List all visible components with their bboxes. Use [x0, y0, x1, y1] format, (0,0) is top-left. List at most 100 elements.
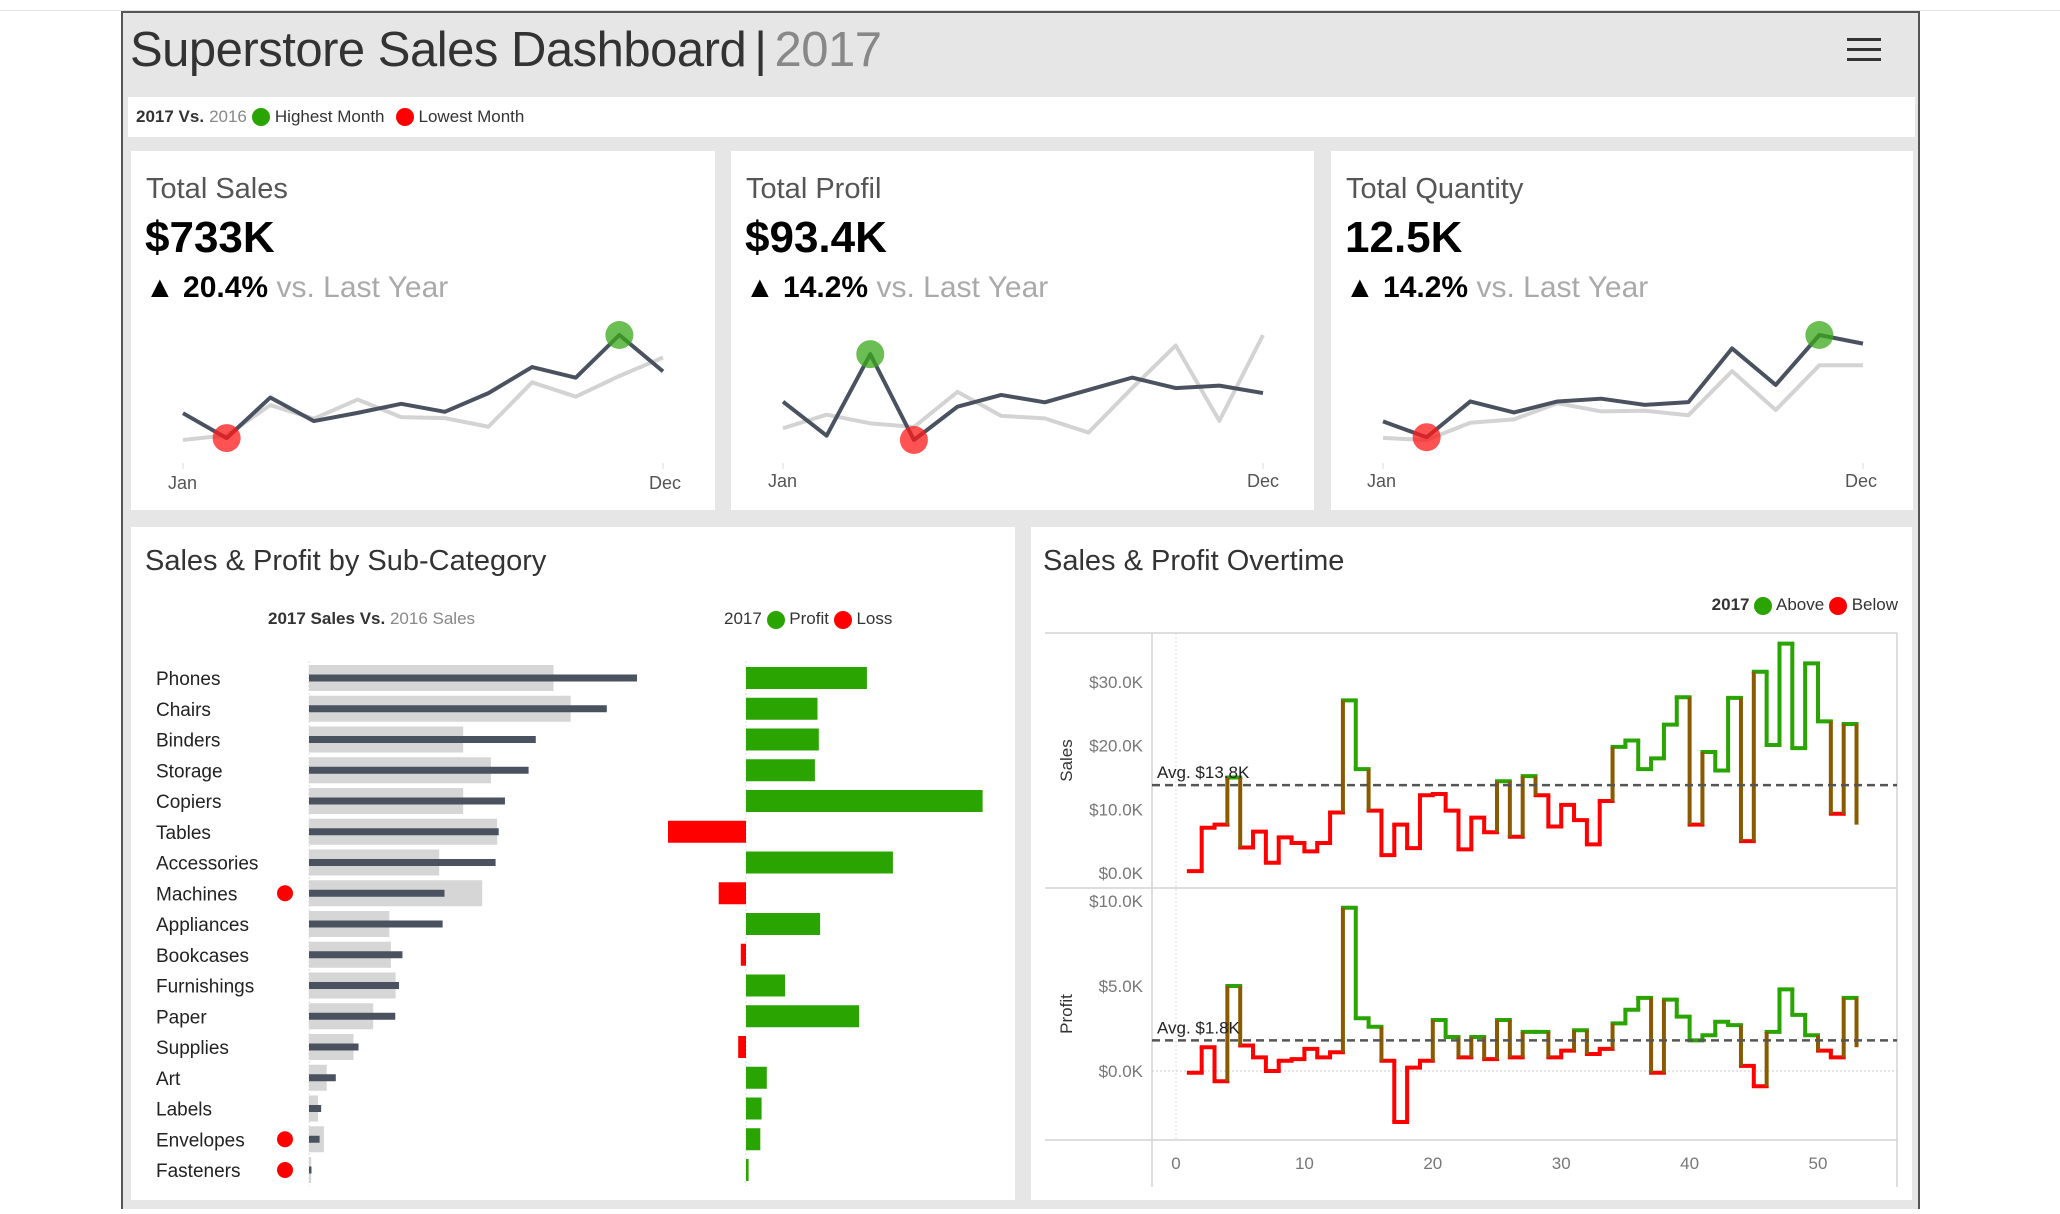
profit-bar — [746, 728, 819, 751]
hamburger-menu-icon[interactable] — [1847, 38, 1881, 62]
kpi-card-sales: Total Sales $733K ▲ 20.4% vs. Last Year … — [131, 151, 715, 510]
subcategory-label: Machines — [156, 884, 237, 905]
y-tick-label: $20.0K — [1089, 737, 1144, 756]
y-tick-label: $5.0K — [1099, 977, 1144, 996]
decline-dot-icon — [277, 1131, 293, 1148]
series-line-2016 — [1382, 363, 1863, 442]
profit-bar — [746, 697, 818, 720]
subcategory-label: Envelopes — [156, 1130, 245, 1151]
x-tick-label: 0 — [1171, 1154, 1180, 1173]
quantity-sparkline — [1382, 321, 1864, 469]
bar-2017-sales — [309, 828, 499, 836]
subcategory-chart: Phones Chairs Binders Storage Copiers Tables A… — [156, 661, 983, 1186]
profit-bar — [746, 1128, 761, 1151]
panel-title: Sales & Profit Overtime — [1043, 545, 1345, 577]
kpi-change: ▲ 14.2% vs. Last Year — [1345, 271, 1648, 305]
subcategory-label: Labels — [156, 1100, 212, 1121]
profit-bar — [746, 1005, 860, 1028]
kpi-change: ▲ 20.4% vs. Last Year — [145, 271, 448, 305]
axis-label-jan: Jan — [768, 471, 798, 491]
subcategory-label: Fasteners — [156, 1161, 240, 1182]
title-year: 2017 — [774, 23, 882, 77]
subcategory-label: Supplies — [156, 1038, 229, 1059]
top-divider — [0, 10, 2060, 11]
axis-label-jan: Jan — [1367, 471, 1397, 491]
kpi-title: Total Quantity — [1346, 173, 1524, 205]
bar-2017-sales — [309, 1135, 320, 1143]
legend-below: Below — [1851, 595, 1898, 614]
profit-bar — [746, 1097, 762, 1120]
y-tick-label: $30.0K — [1089, 673, 1144, 692]
average-label: Avg. $13.8K — [1157, 763, 1250, 782]
highest-month-dot-icon — [251, 108, 270, 126]
bar-2017-sales — [309, 982, 400, 989]
subcategory-label: Phones — [156, 669, 220, 690]
sales-sparkline — [182, 321, 665, 469]
kpi-value: 12.5K — [1345, 213, 1463, 262]
title-separator: | — [754, 23, 767, 77]
kpi-change-pct: 14.2% — [783, 271, 869, 304]
subcategory-panel: Sales & Profit by Sub-Category 2017 Sale… — [131, 527, 1015, 1200]
overtime-chart: 0 10 20 30 40 50 Sales $0.0K $10.0K $20.0K $30.0K A… — [1045, 632, 1898, 1187]
series-line-2017 — [182, 333, 665, 441]
y-tick-label: $10.0K — [1089, 892, 1144, 911]
overtime-legend: 2017 Above Below — [1712, 595, 1898, 615]
profit-legend-label: Profit — [789, 609, 829, 628]
profit-header-year: 2017 — [724, 609, 762, 628]
profit-bar — [746, 1066, 767, 1089]
series-line-2017 — [1382, 333, 1864, 440]
profit-header: 2017 Profit Loss — [724, 609, 892, 629]
x-tick-label: 10 — [1295, 1154, 1314, 1173]
kpi-title: Total Profil — [746, 173, 882, 205]
loss-bar — [718, 882, 746, 905]
subcategory-label: Chairs — [156, 700, 211, 721]
bar-2017-sales — [309, 920, 443, 928]
y-axis-title: Sales — [1057, 739, 1076, 782]
up-arrow-icon: ▲ — [145, 271, 175, 304]
lowest-month-dot-icon — [395, 108, 414, 126]
loss-bar — [740, 943, 746, 966]
legend-bar: 2017 Vs. 2016 Highest Month Lowest Month — [128, 97, 1915, 137]
lowest-month-marker — [1412, 423, 1441, 452]
sales-header-current: 2017 Sales Vs. — [268, 609, 386, 628]
subcategory-label: Art — [156, 1069, 181, 1090]
profit-bar — [746, 851, 893, 874]
bar-2017-sales — [309, 766, 529, 774]
bar-2017-sales — [309, 1012, 396, 1020]
panel-title: Sales & Profit by Sub-Category — [145, 545, 547, 577]
legend-highest: Highest Month — [274, 107, 385, 126]
kpi-card-quantity: Total Quantity 12.5K ▲ 14.2% vs. Last Ye… — [1331, 151, 1913, 510]
up-arrow-icon: ▲ — [1345, 271, 1375, 304]
profit-sparkline — [781, 334, 1265, 469]
kpi-title: Total Sales — [146, 173, 288, 205]
lowest-month-marker — [212, 424, 241, 453]
subcategory-label: Tables — [156, 823, 211, 844]
axis-label-dec: Dec — [649, 473, 682, 493]
series-line-2016 — [782, 334, 1265, 435]
kpi-value: $93.4K — [745, 213, 887, 262]
bar-2017-sales — [309, 1074, 336, 1082]
loss-bar — [738, 1036, 746, 1058]
subcategory-label: Paper — [156, 1007, 207, 1028]
loss-dot-icon — [833, 610, 852, 629]
series-line-2017 — [781, 352, 1264, 442]
subcategory-label: Storage — [156, 761, 223, 782]
profit-dot-icon — [766, 610, 785, 629]
x-tick-label: 20 — [1423, 1154, 1442, 1173]
profit-bar — [746, 913, 821, 935]
profit-bar — [746, 667, 867, 689]
y-tick-label: $0.0K — [1099, 864, 1144, 883]
bar-2017-sales — [309, 705, 607, 713]
page-title: Superstore Sales Dashboard | 2017 — [130, 22, 882, 78]
loss-legend-label: Loss — [856, 609, 893, 628]
legend-lowest: Lowest Month — [418, 107, 525, 126]
x-tick-label: 30 — [1552, 1154, 1571, 1173]
y-axis-title: Profit — [1057, 994, 1076, 1034]
bar-2017-sales — [309, 889, 445, 897]
bar-2017-sales — [309, 736, 536, 743]
sales-header: 2017 Sales Vs. 2016 Sales — [268, 609, 475, 629]
highest-month-marker — [1805, 321, 1834, 349]
highest-month-marker — [605, 321, 634, 349]
above-dot-icon — [1754, 596, 1773, 615]
subcategory-label: Copiers — [156, 792, 221, 813]
